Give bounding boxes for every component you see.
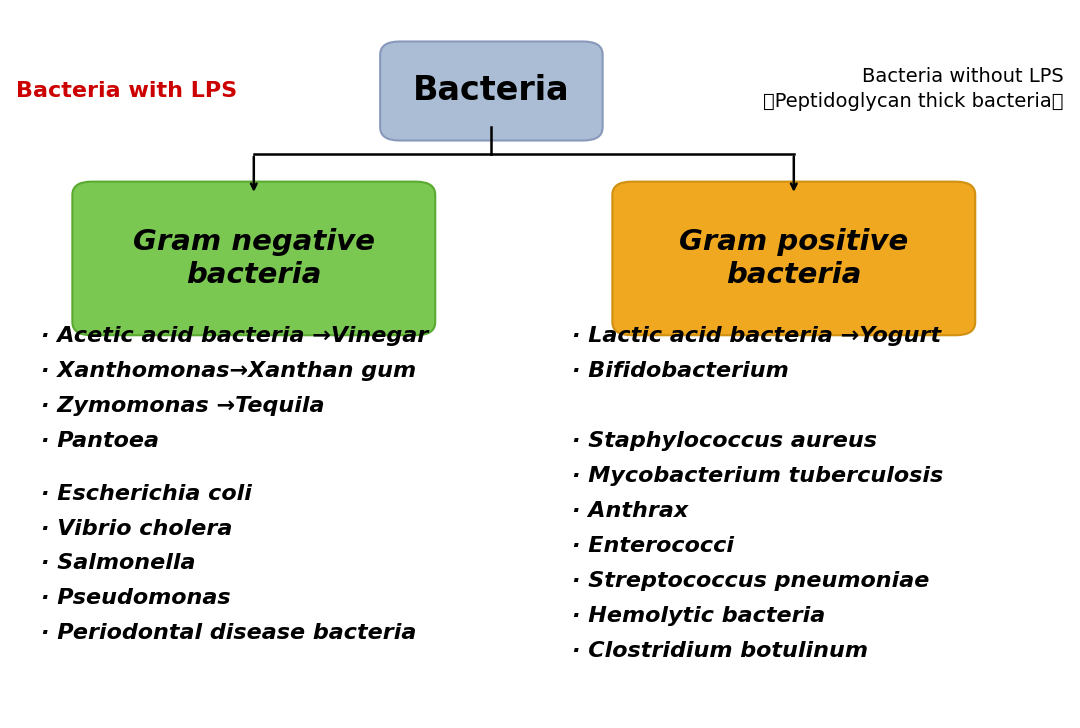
Text: · Pantoea: · Pantoea: [41, 431, 159, 451]
Text: Bacteria with LPS: Bacteria with LPS: [16, 81, 238, 101]
Text: · Hemolytic bacteria: · Hemolytic bacteria: [572, 606, 825, 626]
Text: · Zymomonas →Tequila: · Zymomonas →Tequila: [41, 396, 325, 416]
FancyBboxPatch shape: [72, 182, 435, 335]
Text: · Streptococcus pneumoniae: · Streptococcus pneumoniae: [572, 571, 930, 591]
Text: · Staphylococcus aureus: · Staphylococcus aureus: [572, 431, 877, 451]
Text: · Escherichia coli: · Escherichia coli: [41, 483, 252, 504]
Text: · Bifidobacterium: · Bifidobacterium: [572, 361, 789, 381]
Text: Gram positive
bacteria: Gram positive bacteria: [679, 229, 908, 288]
Text: · Vibrio cholera: · Vibrio cholera: [41, 518, 232, 539]
Text: · Pseudomonas: · Pseudomonas: [41, 588, 231, 609]
Text: Bacteria: Bacteria: [413, 74, 570, 108]
Text: （Peptidoglycan thick bacteria）: （Peptidoglycan thick bacteria）: [764, 92, 1064, 111]
Text: · Lactic acid bacteria →Yogurt: · Lactic acid bacteria →Yogurt: [572, 326, 942, 347]
FancyBboxPatch shape: [380, 41, 603, 141]
Text: · Salmonella: · Salmonella: [41, 553, 195, 574]
Text: · Periodontal disease bacteria: · Periodontal disease bacteria: [41, 623, 417, 644]
Text: · Enterococci: · Enterococci: [572, 536, 734, 556]
Text: Bacteria without LPS: Bacteria without LPS: [862, 67, 1064, 86]
FancyBboxPatch shape: [612, 182, 975, 335]
Text: · Mycobacterium tuberculosis: · Mycobacterium tuberculosis: [572, 466, 944, 486]
Text: · Clostridium botulinum: · Clostridium botulinum: [572, 641, 868, 661]
Text: · Acetic acid bacteria →Vinegar: · Acetic acid bacteria →Vinegar: [41, 326, 429, 347]
Text: · Xanthomonas→Xanthan gum: · Xanthomonas→Xanthan gum: [41, 361, 416, 381]
Text: Gram negative
bacteria: Gram negative bacteria: [133, 229, 375, 288]
Text: · Anthrax: · Anthrax: [572, 501, 689, 521]
